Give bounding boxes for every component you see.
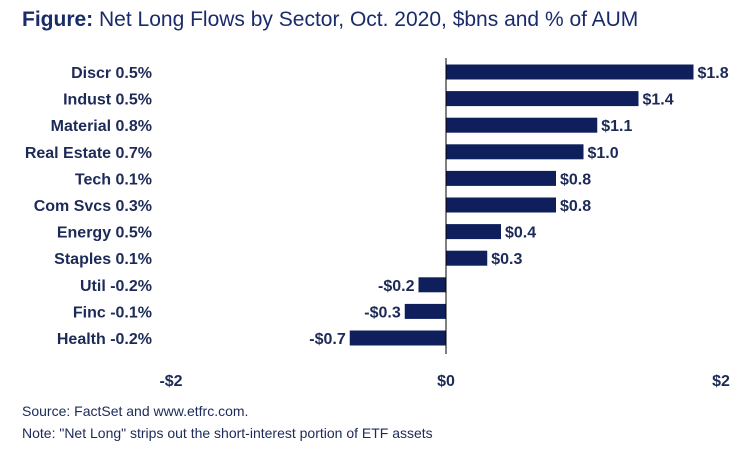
bar-5 <box>446 197 556 213</box>
value-label-6: $0.4 <box>505 225 536 242</box>
category-label-5: Com Svcs 0.3% <box>34 198 152 215</box>
bar-4 <box>446 170 556 186</box>
bar-chart: Discr 0.5% $1.8 Indust 0.5% $1.4 Material 0.… <box>25 58 730 390</box>
value-label-7: $0.3 <box>491 251 522 268</box>
category-label-9: Finc -0.1% <box>73 304 152 321</box>
bar-3 <box>446 144 584 160</box>
value-label-2: $1.1 <box>601 118 632 135</box>
category-label-1: Indust 0.5% <box>63 92 152 109</box>
value-label-5: $0.8 <box>560 198 591 215</box>
bar-6 <box>446 224 501 240</box>
x-tick-label-2: $2 <box>712 373 730 390</box>
category-label-10: Health -0.2% <box>57 331 152 348</box>
x-tick-label-1: $0 <box>437 373 455 390</box>
category-label-3: Real Estate 0.7% <box>25 145 152 162</box>
bar-1 <box>446 91 639 107</box>
category-label-7: Staples 0.1% <box>54 251 152 268</box>
value-label-8: -$0.2 <box>378 278 415 295</box>
category-label-2: Material 0.8% <box>51 118 152 135</box>
x-tick-label-0: -$2 <box>159 373 182 390</box>
bar-0 <box>446 64 694 80</box>
source-note: Source: FactSet and www.etfrc.com. <box>22 403 249 419</box>
bar-8 <box>418 277 446 293</box>
value-label-1: $1.4 <box>643 92 674 109</box>
bar-10 <box>349 330 446 346</box>
value-label-10: -$0.7 <box>309 331 346 348</box>
title-text: Net Long Flows by Sector, Oct. 2020, $bn… <box>99 8 639 31</box>
chart-notes: Source: FactSet and www.etfrc.com. Note:… <box>22 400 433 444</box>
category-label-8: Util -0.2% <box>80 278 152 295</box>
bar-7 <box>446 250 488 266</box>
value-label-3: $1.0 <box>588 145 619 162</box>
title-prefix: Figure: <box>22 8 94 31</box>
category-label-6: Energy 0.5% <box>57 225 152 242</box>
chart-title: Figure: Net Long Flows by Sector, Oct. 2… <box>22 8 638 32</box>
bar-9 <box>404 303 446 319</box>
value-label-4: $0.8 <box>560 171 591 188</box>
bar-2 <box>446 117 598 133</box>
value-label-9: -$0.3 <box>364 304 401 321</box>
value-label-0: $1.8 <box>698 65 729 82</box>
footnote: Note: "Net Long" strips out the short-in… <box>22 425 433 441</box>
category-label-0: Discr 0.5% <box>71 65 152 82</box>
category-label-4: Tech 0.1% <box>75 171 152 188</box>
